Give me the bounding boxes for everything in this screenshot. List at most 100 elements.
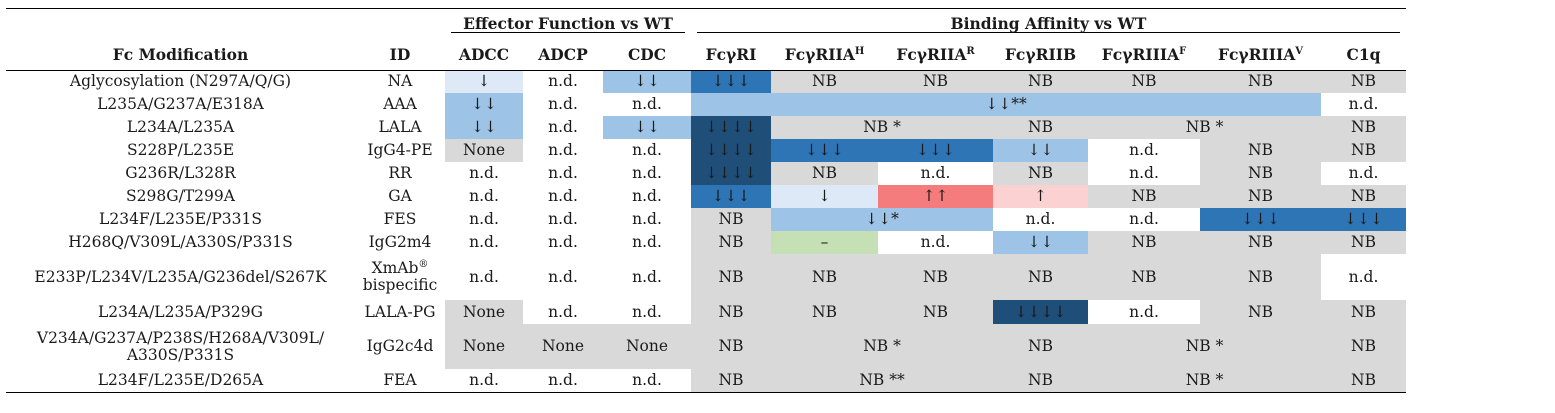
table-row: L235A/G237A/E318A AAA ↓↓ n.d. n.d. ↓↓** …: [6, 93, 1406, 116]
cell-id: AAA: [383, 95, 417, 113]
table-row: L234A/L235A/P329G LALA-PG None n.d. n.d.…: [6, 300, 1407, 324]
cell-adcc: None: [445, 300, 523, 324]
cell-fcgriib: NB: [993, 369, 1089, 392]
table-row: S228P/L235E IgG4-PE None n.d. n.d. ↓↓↓↓ …: [6, 139, 1407, 162]
cell-fcgriia-merged: NB *: [771, 116, 994, 139]
cell-adcp: None: [523, 324, 603, 369]
table-row: Aglycosylation (N297A/Q/G) NA ↓ n.d. ↓↓ …: [6, 70, 1407, 93]
cell-adcp: n.d.: [548, 370, 578, 389]
cell-fc-modification: Aglycosylation (N297A/Q/G): [69, 72, 292, 91]
cell-fc-modification: L234A/L235A: [126, 118, 235, 136]
cell-adcp: n.d.: [548, 141, 578, 159]
cell-fcgriiia-merged: NB *: [1088, 369, 1322, 392]
cell-c1q: NB: [1321, 324, 1407, 369]
table-row: L234F/L235E/P331S FES n.d. n.d. n.d. NB …: [6, 208, 1407, 231]
cell-fc-modification: V234A/G237A/P238S/H268A/V309L/A330S/P331…: [36, 328, 325, 364]
cell-cdc: n.d.: [632, 233, 662, 251]
cell-fcgri: NB: [691, 324, 772, 369]
cell-fcgri: NB: [691, 254, 772, 300]
cell-fcgriiia-v: ↓↓↓: [1200, 208, 1322, 231]
cell-id: IgG2m4: [368, 233, 432, 251]
fc-modification-table: Effector Function vs WT Binding Affinity…: [6, 8, 1407, 393]
cell-fcgriib: NB: [993, 116, 1089, 139]
cell-adcc: n.d.: [469, 370, 499, 389]
cell-fcgriib: n.d.: [1025, 210, 1056, 228]
col-header-id: ID: [389, 45, 411, 64]
cell-adcc: n.d.: [469, 267, 499, 286]
cell-fcgriiia-v: NB: [1200, 70, 1322, 93]
cell-fcgri: ↓↓↓↓: [691, 116, 772, 139]
cell-c1q: NB: [1321, 300, 1407, 324]
cell-adcp: n.d.: [548, 233, 578, 251]
cell-id: LALA: [378, 118, 422, 136]
cell-fcgriia-h: NB: [771, 70, 879, 93]
cell-adcc: ↓↓: [445, 93, 523, 116]
cell-cdc: n.d.: [632, 164, 662, 182]
table-row: G236R/L328R RR n.d. n.d. n.d. ↓↓↓↓ NB n.…: [6, 162, 1406, 185]
cell-c1q: n.d.: [1348, 164, 1379, 182]
cell-adcc: n.d.: [469, 187, 499, 205]
cell-cdc: ↓↓: [603, 70, 692, 93]
cell-cdc: n.d.: [632, 267, 662, 286]
cell-fc-modification: L234F/L235E/P331S: [99, 210, 262, 228]
cell-id: LALA-PG: [364, 302, 436, 321]
cell-adcp: n.d.: [548, 118, 578, 136]
cell-c1q: NB: [1321, 139, 1407, 162]
col-header-adcp: ADCP: [538, 45, 588, 64]
cell-fcgriia-h: –: [771, 231, 879, 254]
cell-id: FES: [383, 210, 417, 228]
cell-id: GA: [388, 187, 412, 205]
table-row: H268Q/V309L/A330S/P331S IgG2m4 n.d. n.d.…: [6, 231, 1407, 254]
cell-fcgriiia-v: NB: [1200, 231, 1322, 254]
cell-fcgriia-h: NB: [771, 162, 879, 185]
cell-fcgriiia-v: NB: [1200, 185, 1322, 208]
cell-c1q: n.d.: [1348, 267, 1379, 286]
cell-cdc: n.d.: [632, 370, 662, 389]
cell-fcgri: ↓↓↓: [691, 70, 772, 93]
cell-id: IgG4-PE: [367, 141, 433, 159]
cell-adcc: None: [445, 324, 523, 369]
cell-fcgriib: ↓↓: [993, 139, 1089, 162]
cell-fcgriiia-f: n.d.: [1129, 164, 1159, 182]
cell-cdc: n.d.: [632, 210, 662, 228]
cell-adcc: ↓↓: [445, 116, 523, 139]
effector-group-header: Effector Function vs WT: [451, 15, 686, 34]
cell-fcgriib: ↑: [993, 185, 1089, 208]
group-header-row: Effector Function vs WT Binding Affinity…: [6, 8, 1407, 40]
cell-fc-modification: S298G/T299A: [126, 187, 235, 205]
binding-group-header: Binding Affinity vs WT: [697, 15, 1401, 34]
cell-fcgriia-r: n.d.: [920, 164, 951, 182]
col-header-adcc: ADCC: [458, 45, 510, 64]
cell-fcgri: ↓↓↓↓: [691, 162, 772, 185]
cell-fcgriib: NB: [993, 324, 1089, 369]
cell-c1q: NB: [1321, 369, 1407, 392]
cell-fcgriia-r: ↓↓↓: [878, 139, 994, 162]
cell-c1q: n.d.: [1348, 95, 1379, 113]
cell-adcp: n.d.: [548, 95, 578, 113]
cell-fcgriiia-f: NB: [1088, 254, 1201, 300]
cell-cdc: n.d.: [632, 187, 662, 205]
cell-adcc: n.d.: [469, 233, 499, 251]
cell-fcgriia-merged: ↓↓*: [771, 208, 994, 231]
cell-fcgriia-r: NB: [878, 254, 994, 300]
col-header-fcgriiia-v: FcγRIIIAV: [1217, 45, 1304, 64]
cell-id: FEA: [383, 370, 417, 389]
cell-fcgri: ↓↓↓: [691, 185, 772, 208]
cell-fcgriiia-f: n.d.: [1129, 141, 1159, 159]
cell-fcgr-all-merged: ↓↓**: [691, 93, 1322, 116]
cell-fcgriiia-f: n.d.: [1129, 302, 1159, 321]
cell-fcgriiia-merged: NB *: [1088, 116, 1322, 139]
cell-id: IgG2c4d: [366, 337, 434, 355]
cell-adcp: n.d.: [548, 72, 578, 91]
cell-c1q: NB: [1321, 231, 1407, 254]
cell-fcgriib: NB: [993, 254, 1089, 300]
cell-adcp: n.d.: [548, 267, 578, 286]
table-row: L234A/L235A LALA ↓↓ n.d. ↓↓ ↓↓↓↓ NB * NB…: [6, 116, 1407, 139]
cell-fcgriiia-v: NB: [1200, 162, 1322, 185]
cell-fcgri: NB: [691, 369, 772, 392]
cell-fcgriia-r: n.d.: [920, 233, 951, 251]
column-header-row: Fc Modification ID ADCC ADCP CDC FcγRI F…: [6, 40, 1407, 70]
col-header-fcgriiia-f: FcγRIIIAF: [1101, 45, 1187, 64]
cell-fcgriiia-f: NB: [1088, 231, 1201, 254]
cell-fcgriib: NB: [993, 162, 1089, 185]
